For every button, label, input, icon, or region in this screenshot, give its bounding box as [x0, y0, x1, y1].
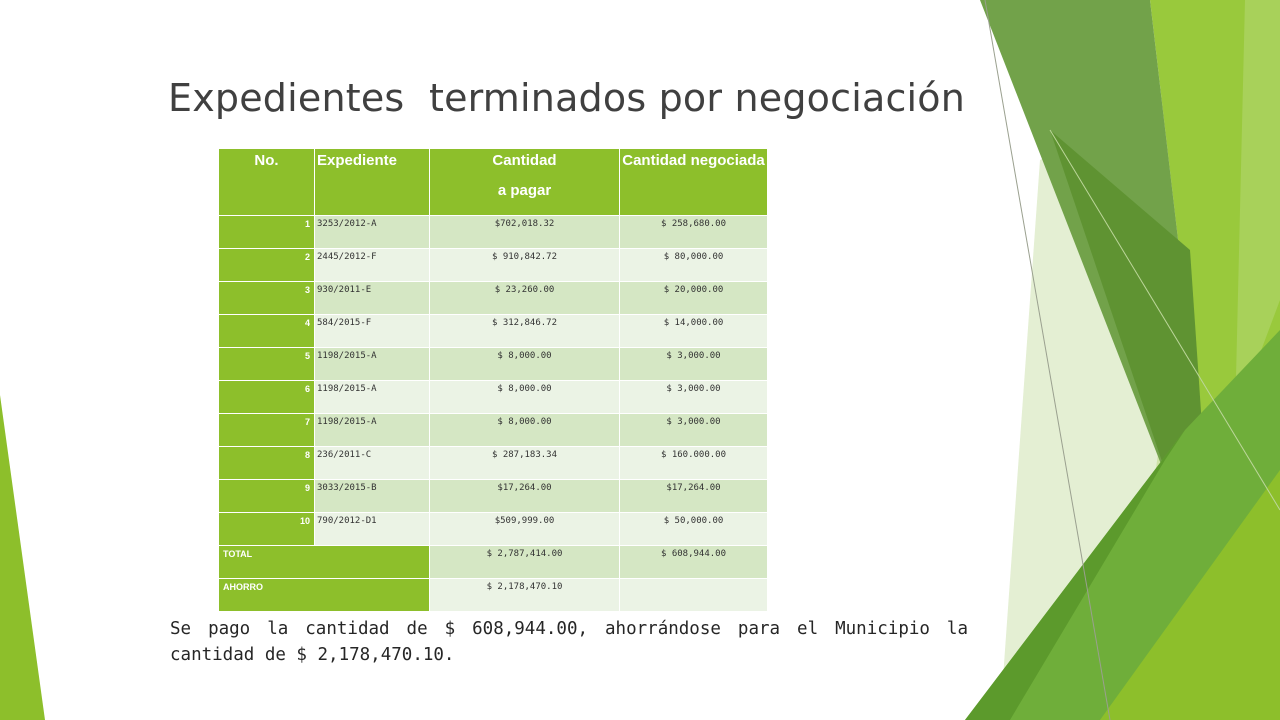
table-row: 6 1198/2015-A $ 8,000.00 $ 3,000.00 [218, 380, 768, 414]
right-facet-bottom-light [1100, 470, 1280, 720]
cell-negociada: $ 160.000.00 [619, 446, 768, 480]
left-accent-shape [0, 395, 45, 720]
cell-cantidad: $ 312,846.72 [429, 314, 620, 348]
cell-no: 5 [218, 347, 315, 381]
header-cantidad: Cantidad a pagar [429, 148, 620, 216]
ahorro-label: AHORRO [218, 578, 430, 612]
table-row: 3 930/2011-E $ 23,260.00 $ 20,000.00 [218, 281, 768, 315]
table-row: 5 1198/2015-A $ 8,000.00 $ 3,000.00 [218, 347, 768, 381]
right-facet-mid-dark [1050, 130, 1205, 500]
table-row: 7 1198/2015-A $ 8,000.00 $ 3,000.00 [218, 413, 768, 447]
table-row: 10 790/2012-D1 $509,999.00 $ 50,000.00 [218, 512, 768, 546]
cell-negociada: $ 50,000.00 [619, 512, 768, 546]
cell-negociada: $ 3,000.00 [619, 413, 768, 447]
cell-expediente: 584/2015-F [314, 314, 430, 348]
cell-expediente: 236/2011-C [314, 446, 430, 480]
table-row: 4 584/2015-F $ 312,846.72 $ 14,000.00 [218, 314, 768, 348]
ahorro-row: AHORRO $ 2,178,470.10 [218, 578, 768, 612]
total-row: TOTAL $ 2,787,414.00 $ 608,944.00 [218, 545, 768, 579]
cell-negociada: $ 3,000.00 [619, 347, 768, 381]
table-row: 1 3253/2012-A $702,018.32 $ 258,680.00 [218, 215, 768, 249]
cell-no: 6 [218, 380, 315, 414]
cell-no: 10 [218, 512, 315, 546]
right-thin-line-2 [1049, 129, 1280, 511]
header-negociada: Cantidad negociada [619, 148, 768, 216]
slide-title: Expedientes terminados por negociación [168, 76, 966, 120]
cell-no: 4 [218, 314, 315, 348]
cell-expediente: 790/2012-D1 [314, 512, 430, 546]
cell-cantidad: $ 8,000.00 [429, 380, 620, 414]
cell-expediente: 2445/2012-F [314, 248, 430, 282]
total-negociada: $ 608,944.00 [619, 545, 768, 579]
right-thin-line [984, 0, 1111, 720]
total-cantidad: $ 2,787,414.00 [429, 545, 620, 579]
cell-expediente: 1198/2015-A [314, 413, 430, 447]
cell-expediente: 1198/2015-A [314, 347, 430, 381]
ahorro-cantidad: $ 2,178,470.10 [429, 578, 620, 612]
cell-negociada: $ 20,000.00 [619, 281, 768, 315]
right-facet-sliver [1235, 0, 1280, 420]
header-cantidad-line2: a pagar [497, 182, 552, 199]
cell-negociada: $ 80,000.00 [619, 248, 768, 282]
cell-no: 2 [218, 248, 315, 282]
header-no: No. [218, 148, 315, 216]
cell-expediente: 3033/2015-B [314, 479, 430, 513]
cell-expediente: 3253/2012-A [314, 215, 430, 249]
cell-cantidad: $ 287,183.34 [429, 446, 620, 480]
cell-negociada: $17,264.00 [619, 479, 768, 513]
cell-expediente: 1198/2015-A [314, 380, 430, 414]
cell-negociada: $ 258,680.00 [619, 215, 768, 249]
cell-no: 8 [218, 446, 315, 480]
cell-no: 1 [218, 215, 315, 249]
right-facet-bottom-dark [965, 430, 1185, 720]
cell-cantidad: $ 8,000.00 [429, 413, 620, 447]
cell-no: 7 [218, 413, 315, 447]
expedientes-table: No. Expediente Cantidad a pagar Cantidad… [218, 148, 768, 612]
header-expediente: Expediente [314, 148, 430, 216]
header-cantidad-line1: Cantidad [492, 152, 557, 169]
table-row: 8 236/2011-C $ 287,183.34 $ 160.000.00 [218, 446, 768, 480]
cell-cantidad: $509,999.00 [429, 512, 620, 546]
cell-expediente: 930/2011-E [314, 281, 430, 315]
cell-cantidad: $ 910,842.72 [429, 248, 620, 282]
cell-cantidad: $ 23,260.00 [429, 281, 620, 315]
cell-negociada: $ 3,000.00 [619, 380, 768, 414]
summary-note: Se pago la cantidad de $ 608,944.00, aho… [170, 619, 968, 665]
table-header-row: No. Expediente Cantidad a pagar Cantidad… [218, 148, 768, 216]
table-row: 9 3033/2015-B $17,264.00 $17,264.00 [218, 479, 768, 513]
cell-cantidad: $17,264.00 [429, 479, 620, 513]
cell-cantidad: $ 8,000.00 [429, 347, 620, 381]
cell-no: 3 [218, 281, 315, 315]
cell-no: 9 [218, 479, 315, 513]
ahorro-negociada [619, 578, 768, 612]
cell-negociada: $ 14,000.00 [619, 314, 768, 348]
total-label: TOTAL [218, 545, 430, 579]
table-row: 2 2445/2012-F $ 910,842.72 $ 80,000.00 [218, 248, 768, 282]
cell-cantidad: $702,018.32 [429, 215, 620, 249]
